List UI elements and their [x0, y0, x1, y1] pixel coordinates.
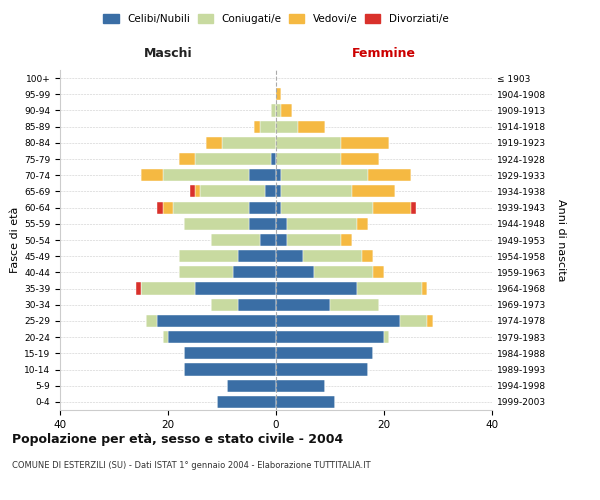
- Bar: [276, 104, 281, 117]
- Bar: [411, 202, 416, 213]
- Bar: [211, 234, 260, 246]
- Bar: [330, 298, 379, 311]
- Bar: [157, 315, 276, 327]
- Bar: [276, 218, 287, 230]
- Bar: [238, 250, 276, 262]
- Bar: [357, 218, 368, 230]
- Bar: [217, 396, 276, 408]
- Bar: [276, 169, 281, 181]
- Bar: [238, 298, 276, 311]
- Bar: [341, 153, 379, 165]
- Bar: [271, 104, 276, 117]
- Bar: [373, 202, 411, 213]
- Bar: [200, 186, 265, 198]
- Bar: [184, 348, 276, 360]
- Bar: [195, 153, 271, 165]
- Bar: [276, 250, 303, 262]
- Bar: [303, 250, 362, 262]
- Bar: [249, 202, 276, 213]
- Bar: [368, 169, 411, 181]
- Bar: [179, 250, 238, 262]
- Bar: [265, 186, 276, 198]
- Bar: [276, 88, 281, 101]
- Bar: [141, 282, 195, 294]
- Bar: [190, 186, 195, 198]
- Bar: [233, 266, 276, 278]
- Bar: [427, 315, 433, 327]
- Bar: [249, 169, 276, 181]
- Bar: [227, 380, 276, 392]
- Text: Maschi: Maschi: [143, 48, 193, 60]
- Bar: [157, 202, 163, 213]
- Bar: [168, 331, 276, 343]
- Bar: [206, 137, 222, 149]
- Bar: [249, 218, 276, 230]
- Bar: [260, 120, 276, 132]
- Bar: [352, 186, 395, 198]
- Bar: [260, 234, 276, 246]
- Bar: [276, 234, 287, 246]
- Bar: [276, 315, 400, 327]
- Bar: [276, 266, 314, 278]
- Bar: [271, 153, 276, 165]
- Bar: [179, 266, 233, 278]
- Bar: [195, 186, 200, 198]
- Bar: [281, 169, 368, 181]
- Bar: [341, 137, 389, 149]
- Bar: [136, 282, 141, 294]
- Bar: [281, 104, 292, 117]
- Bar: [384, 331, 389, 343]
- Text: Femmine: Femmine: [352, 48, 416, 60]
- Bar: [163, 331, 168, 343]
- Bar: [400, 315, 427, 327]
- Legend: Celibi/Nubili, Coniugati/e, Vedovi/e, Divorziati/e: Celibi/Nubili, Coniugati/e, Vedovi/e, Di…: [99, 10, 453, 29]
- Bar: [179, 153, 195, 165]
- Bar: [357, 282, 422, 294]
- Bar: [276, 153, 341, 165]
- Bar: [287, 218, 357, 230]
- Bar: [163, 202, 173, 213]
- Bar: [276, 137, 341, 149]
- Bar: [281, 202, 373, 213]
- Bar: [314, 266, 373, 278]
- Bar: [184, 218, 249, 230]
- Bar: [276, 202, 281, 213]
- Bar: [211, 298, 238, 311]
- Bar: [184, 364, 276, 376]
- Bar: [298, 120, 325, 132]
- Bar: [173, 202, 249, 213]
- Bar: [141, 169, 163, 181]
- Bar: [254, 120, 260, 132]
- Bar: [163, 169, 249, 181]
- Bar: [287, 234, 341, 246]
- Bar: [341, 234, 352, 246]
- Bar: [276, 186, 281, 198]
- Y-axis label: Fasce di età: Fasce di età: [10, 207, 20, 273]
- Bar: [422, 282, 427, 294]
- Bar: [362, 250, 373, 262]
- Bar: [276, 348, 373, 360]
- Bar: [276, 364, 368, 376]
- Text: COMUNE DI ESTERZILI (SU) - Dati ISTAT 1° gennaio 2004 - Elaborazione TUTTITALIA.: COMUNE DI ESTERZILI (SU) - Dati ISTAT 1°…: [12, 460, 371, 469]
- Bar: [276, 298, 330, 311]
- Bar: [276, 331, 384, 343]
- Bar: [276, 282, 357, 294]
- Bar: [373, 266, 384, 278]
- Bar: [222, 137, 276, 149]
- Bar: [281, 186, 352, 198]
- Bar: [276, 380, 325, 392]
- Text: Popolazione per età, sesso e stato civile - 2004: Popolazione per età, sesso e stato civil…: [12, 432, 343, 446]
- Bar: [195, 282, 276, 294]
- Bar: [146, 315, 157, 327]
- Bar: [276, 396, 335, 408]
- Y-axis label: Anni di nascita: Anni di nascita: [556, 198, 566, 281]
- Bar: [276, 120, 298, 132]
